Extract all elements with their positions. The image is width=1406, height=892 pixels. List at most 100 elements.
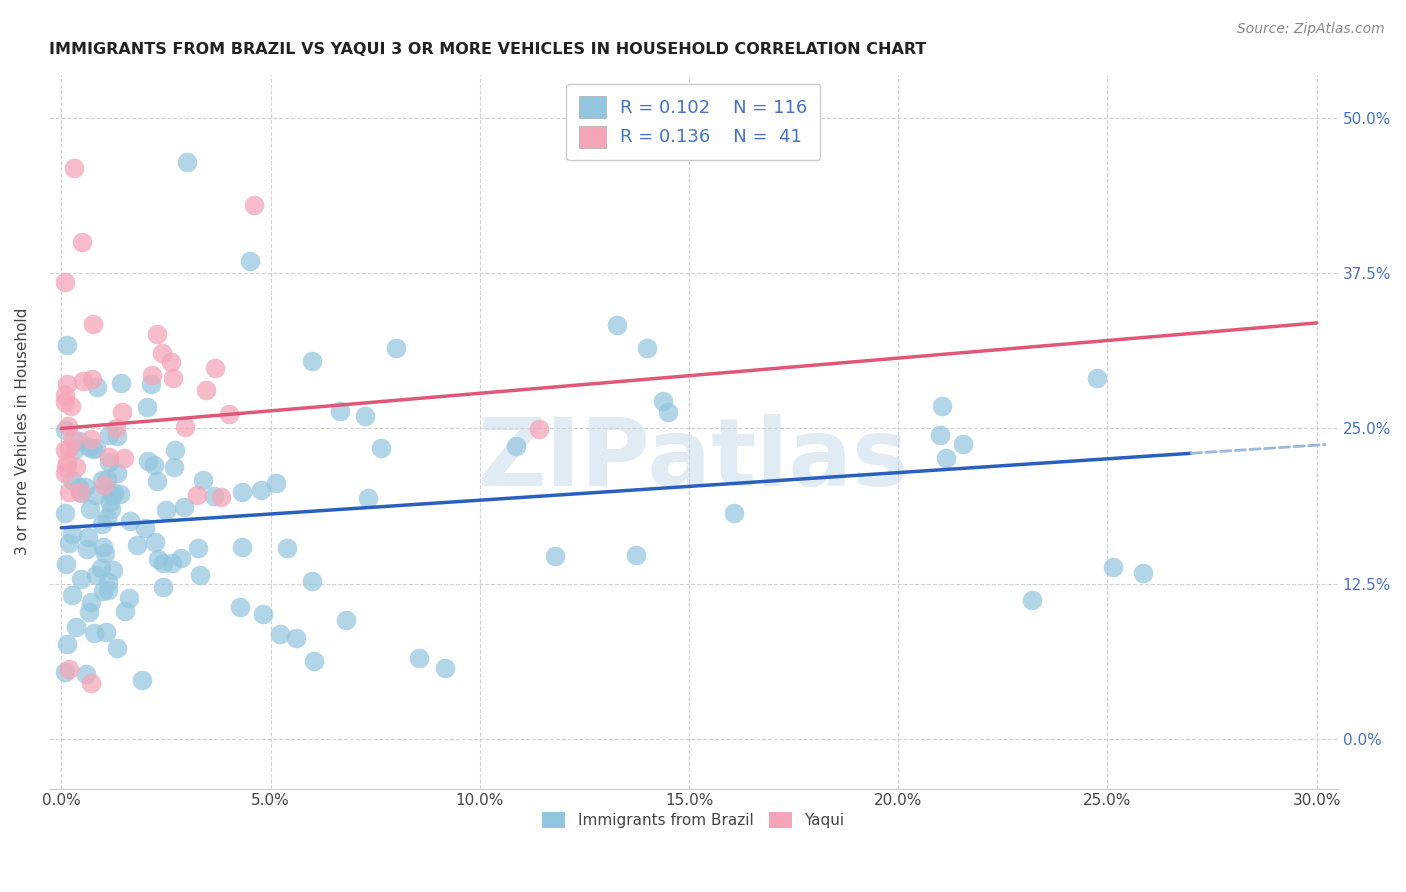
Point xyxy=(249,483,271,498)
Point xyxy=(101,488,124,502)
Point xyxy=(162,371,184,385)
Point xyxy=(77,440,100,454)
Legend: Immigrants from Brazil, Yaqui: Immigrants from Brazil, Yaqui xyxy=(536,806,851,834)
Point xyxy=(100,502,122,516)
Point xyxy=(96,510,118,524)
Point xyxy=(159,355,181,369)
Point xyxy=(62,432,84,446)
Point xyxy=(65,459,87,474)
Point xyxy=(70,486,93,500)
Point xyxy=(239,253,262,268)
Point xyxy=(146,552,169,566)
Point xyxy=(94,545,117,559)
Point xyxy=(624,548,647,562)
Point xyxy=(120,515,142,529)
Point xyxy=(231,541,253,555)
Point xyxy=(143,535,166,549)
Point xyxy=(69,485,91,500)
Point xyxy=(636,341,658,355)
Point xyxy=(170,551,193,566)
Point xyxy=(606,318,628,332)
Point xyxy=(134,521,156,535)
Point xyxy=(55,394,77,409)
Point xyxy=(63,442,86,457)
Point xyxy=(165,443,187,458)
Point xyxy=(127,539,149,553)
Point xyxy=(105,466,128,480)
Point xyxy=(98,427,121,442)
Point xyxy=(103,485,125,500)
Point xyxy=(60,473,83,487)
Point xyxy=(1085,370,1108,384)
Point xyxy=(110,376,132,390)
Point xyxy=(70,235,93,250)
Point xyxy=(155,503,177,517)
Point xyxy=(91,540,114,554)
Point xyxy=(657,405,679,419)
Point xyxy=(173,500,195,514)
Point xyxy=(651,393,673,408)
Point xyxy=(252,607,274,621)
Point xyxy=(63,161,86,175)
Point xyxy=(110,405,132,419)
Point xyxy=(952,437,974,451)
Point xyxy=(301,354,323,368)
Point xyxy=(82,372,104,386)
Point xyxy=(98,494,121,508)
Point xyxy=(67,434,90,449)
Point xyxy=(76,542,98,557)
Point xyxy=(150,346,173,360)
Point xyxy=(929,427,952,442)
Point xyxy=(108,487,131,501)
Point xyxy=(505,440,527,454)
Point xyxy=(82,317,104,331)
Point xyxy=(152,556,174,570)
Point xyxy=(94,624,117,639)
Point xyxy=(91,584,114,599)
Point xyxy=(82,442,104,456)
Point xyxy=(105,420,128,434)
Point xyxy=(90,516,112,531)
Point xyxy=(354,409,377,423)
Point xyxy=(83,626,105,640)
Point xyxy=(935,450,957,465)
Point xyxy=(86,380,108,394)
Point xyxy=(97,454,120,468)
Point xyxy=(55,459,77,474)
Point xyxy=(90,561,112,575)
Point xyxy=(56,418,79,433)
Point xyxy=(105,641,128,656)
Point xyxy=(160,556,183,570)
Point xyxy=(75,667,97,681)
Point xyxy=(335,613,357,627)
Point xyxy=(176,154,198,169)
Point xyxy=(56,338,79,352)
Point xyxy=(527,422,550,436)
Point xyxy=(1021,592,1043,607)
Point xyxy=(105,429,128,443)
Point xyxy=(97,575,120,590)
Point xyxy=(55,558,77,572)
Y-axis label: 3 or more Vehicles in Household: 3 or more Vehicles in Household xyxy=(15,308,30,555)
Point xyxy=(188,567,211,582)
Point xyxy=(136,400,159,414)
Point xyxy=(90,473,112,487)
Point xyxy=(67,480,90,494)
Point xyxy=(55,423,77,437)
Point xyxy=(194,383,217,397)
Point xyxy=(162,459,184,474)
Point xyxy=(209,490,232,504)
Point xyxy=(141,368,163,382)
Point xyxy=(93,478,115,492)
Point xyxy=(55,442,77,457)
Point xyxy=(357,491,380,505)
Point xyxy=(77,606,100,620)
Point xyxy=(229,599,252,614)
Point xyxy=(55,455,77,469)
Point xyxy=(79,676,101,690)
Point xyxy=(284,631,307,645)
Point xyxy=(96,472,118,486)
Point xyxy=(58,662,80,676)
Point xyxy=(304,654,326,668)
Point xyxy=(56,637,79,651)
